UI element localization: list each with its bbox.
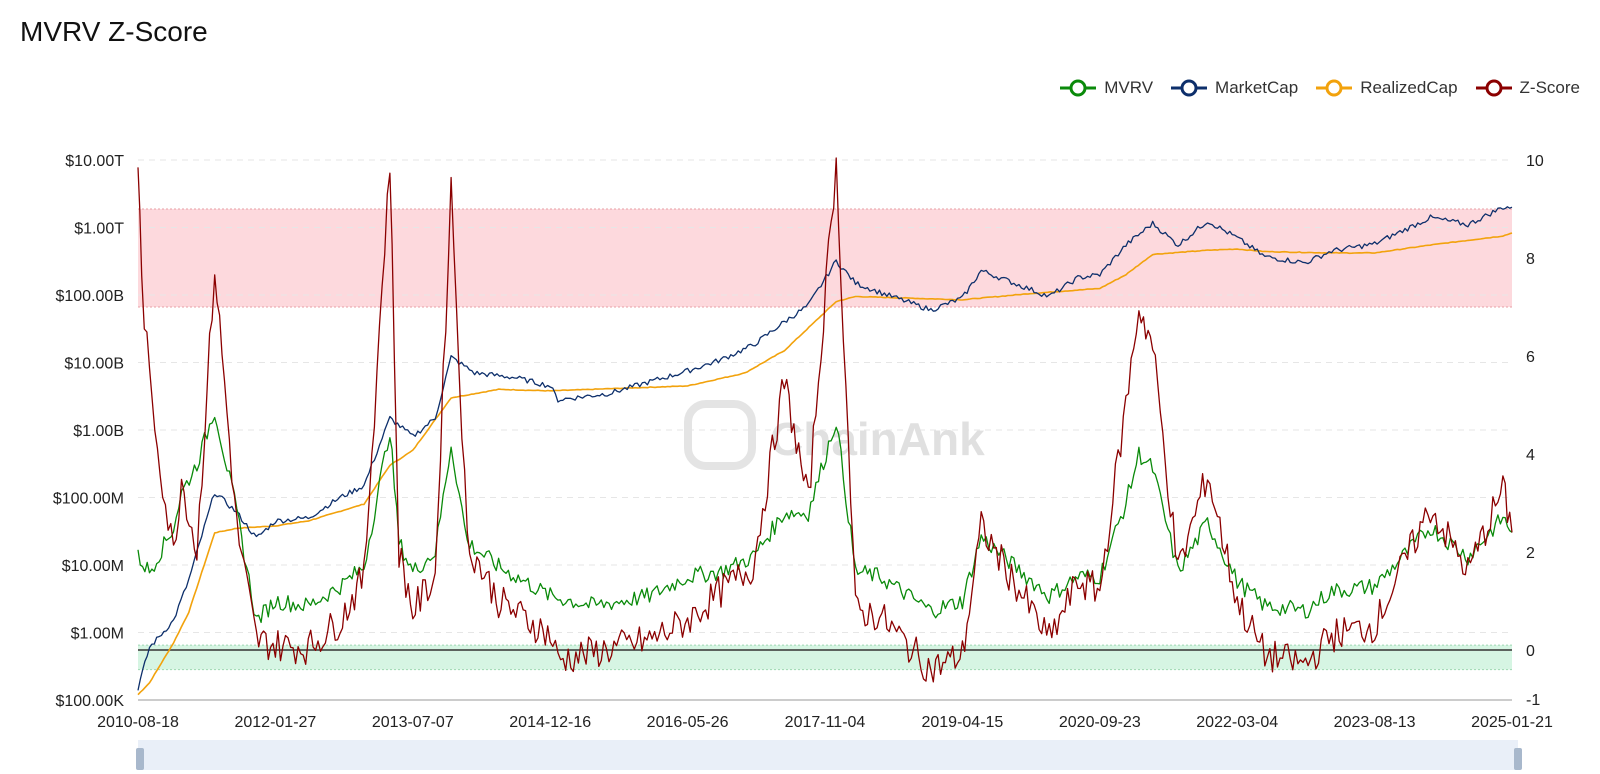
series-line-z-score (137, 157, 1513, 683)
x-axis-tick-label: 2025-01-21 (1471, 714, 1553, 731)
x-axis-tick-label: 2017-11-04 (785, 714, 866, 731)
series-line-marketcap (137, 206, 1513, 691)
x-axis-tick-label: 2010-08-18 (97, 714, 179, 731)
legend-label: MVRV (1104, 78, 1154, 97)
chart-legend: MVRV MarketCap RealizedCap Z-Score (1060, 78, 1580, 98)
legend-item-realizedcap[interactable]: RealizedCap (1316, 78, 1458, 98)
series-line-mvrv (137, 416, 1513, 624)
legend-marker-icon (1060, 79, 1097, 97)
legend-item-z-score[interactable]: Z-Score (1475, 78, 1580, 98)
x-axis-tick-label: 2013-07-07 (372, 714, 454, 731)
zoom-slider-handle-right[interactable] (1514, 748, 1522, 770)
left-axis-tick-label: $100.00K (55, 693, 124, 710)
left-axis-tick-label: $1.00M (71, 626, 124, 643)
series-line-realizedcap (137, 232, 1513, 696)
left-axis-tick-label: $100.00M (53, 491, 124, 508)
chart-title: MVRV Z-Score (20, 16, 208, 47)
x-axis-tick-label: 2019-04-15 (921, 714, 1003, 731)
x-axis-tick-label: 2022-03-04 (1196, 714, 1278, 731)
legend-label: Z-Score (1519, 78, 1580, 97)
left-axis-tick-label: $10.00M (62, 558, 124, 575)
x-axis-tick-label: 2023-08-13 (1334, 714, 1416, 731)
right-axis-tick-label: 6 (1526, 349, 1535, 366)
legend-marker-icon (1316, 79, 1353, 97)
right-axis-tick-label: -1 (1526, 692, 1540, 709)
legend-label: RealizedCap (1360, 78, 1458, 97)
zoom-slider-handle-left[interactable] (136, 748, 144, 770)
zoom-slider-track[interactable] (138, 740, 1518, 770)
right-axis-tick-label: 2 (1526, 545, 1535, 562)
right-axis-tick-label: 10 (1526, 153, 1544, 170)
watermark-text: ChainAnk (770, 413, 985, 465)
x-axis-tick-label: 2014-12-16 (509, 714, 591, 731)
legend-marker-icon (1171, 79, 1208, 97)
legend-marker-icon (1475, 79, 1512, 97)
left-axis-tick-label: $10.00T (65, 153, 124, 170)
left-axis-tick-label: $1.00B (73, 423, 124, 440)
left-axis-tick-label: $100.00B (55, 288, 124, 305)
left-axis-tick-label: $1.00T (74, 221, 124, 238)
legend-label: MarketCap (1215, 78, 1299, 97)
watermark-logo-icon (684, 400, 756, 470)
x-axis-tick-label: 2012-01-27 (234, 714, 316, 731)
legend-item-marketcap[interactable]: MarketCap (1171, 78, 1298, 98)
right-axis-tick-label: 4 (1526, 447, 1535, 464)
x-axis-tick-label: 2016-05-26 (647, 714, 729, 731)
left-axis-tick-label: $10.00B (64, 356, 124, 373)
x-axis-tick-label: 2020-09-23 (1059, 714, 1141, 731)
right-axis-tick-label: 0 (1526, 643, 1535, 660)
legend-item-mvrv[interactable]: MVRV (1060, 78, 1153, 98)
right-axis-tick-label: 8 (1526, 251, 1535, 268)
zone-band-1 (138, 645, 1512, 670)
